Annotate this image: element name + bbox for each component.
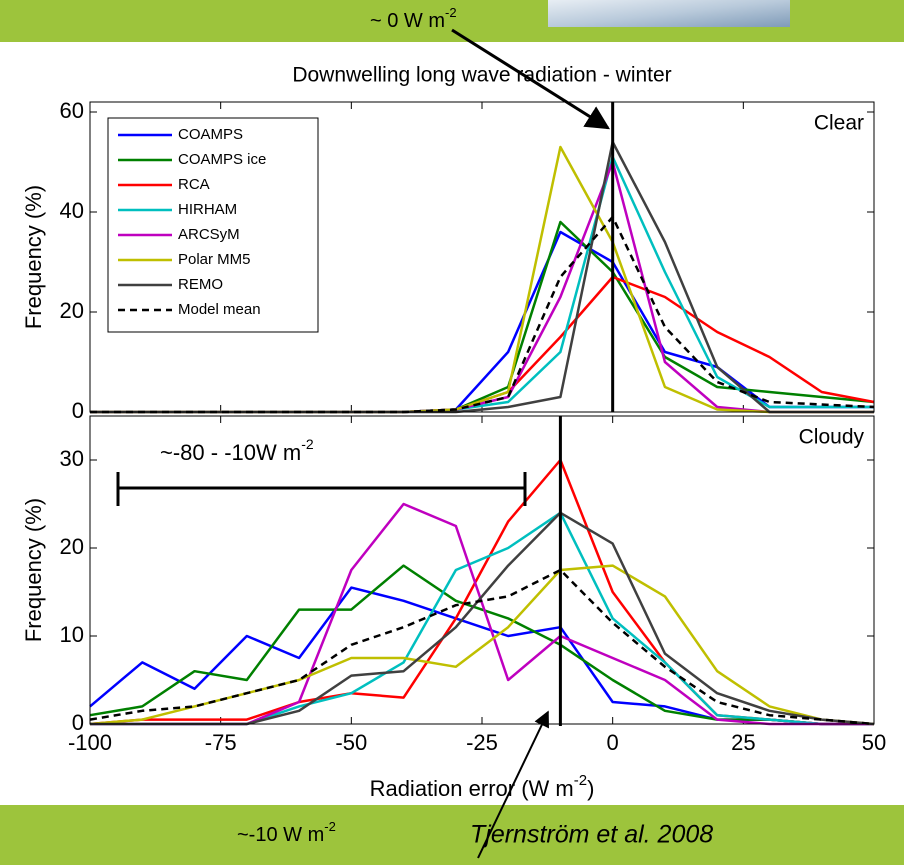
- span-label: ~-80 - -10W m-2: [160, 436, 314, 465]
- y-tick-label: 20: [60, 534, 84, 559]
- x-axis-label-sup: -2: [574, 772, 587, 789]
- legend-label: REMO: [178, 276, 223, 293]
- chart-title: Downwelling long wave radiation - winter: [292, 64, 671, 87]
- y-tick-label: 30: [60, 446, 84, 471]
- y-tick-label: 60: [60, 98, 84, 123]
- y-tick-label: 0: [72, 710, 84, 735]
- series-line: [89, 564, 874, 726]
- panel-label: Cloudy: [799, 426, 865, 449]
- x-tick-label: -50: [335, 730, 367, 755]
- legend-label: Polar MM5: [178, 251, 251, 268]
- arrow: [477, 710, 549, 859]
- legend-label: COAMPS ice: [178, 151, 266, 168]
- y-axis-label: Frequency (%): [21, 498, 46, 642]
- series-line: [90, 215, 875, 414]
- x-tick-label: 0: [607, 730, 619, 755]
- annotation-top: ~ 0 W m-2: [370, 5, 457, 32]
- panel-label: Clear: [814, 112, 864, 135]
- series-line: [89, 568, 875, 726]
- x-axis-label: Radiation error (W m-2): [370, 772, 595, 801]
- legend-label: RCA: [178, 176, 210, 193]
- annotation-sup: -2: [445, 5, 457, 20]
- legend-label: COAMPS: [178, 126, 243, 143]
- y-tick-label: 20: [60, 298, 84, 323]
- axes-frame: [89, 415, 875, 725]
- x-tick-label: -25: [466, 730, 498, 755]
- y-tick-label: 40: [60, 198, 84, 223]
- y-axis-label: Frequency (%): [21, 185, 46, 329]
- span-annotation: ~-80 - -10W m-2: [116, 436, 527, 506]
- annotation-bottom: ~-10 W m-2: [237, 819, 336, 846]
- arrow: [451, 28, 611, 130]
- annotation-text: ~-80 - -10W m: [160, 440, 301, 465]
- legend-label: Model mean: [178, 301, 261, 318]
- annotation-text: ~-10 W m: [237, 824, 324, 846]
- annotation-text: ~ 0 W m: [370, 10, 445, 32]
- y-tick-label: 0: [72, 398, 84, 423]
- plots: Downwelling long wave radiation - winter…: [21, 64, 886, 801]
- citation: Tjernström et al. 2008: [470, 821, 713, 849]
- x-tick-label: -75: [205, 730, 237, 755]
- annotation-sup: -2: [301, 436, 314, 452]
- x-axis-label-after: ): [587, 776, 594, 801]
- legend-box: [107, 117, 319, 333]
- photo: [548, 0, 790, 27]
- x-tick-label: 50: [862, 730, 886, 755]
- legend-label: ARCSyM: [178, 226, 240, 243]
- x-tick-label: 25: [731, 730, 755, 755]
- annotation-sup: -2: [324, 819, 336, 834]
- y-tick-label: 10: [60, 622, 84, 647]
- x-tick-label: -100: [68, 730, 112, 755]
- legend-label: HIRHAM: [178, 201, 237, 218]
- axes-frame: [89, 101, 875, 413]
- x-axis-label-text: Radiation error (W m: [370, 776, 574, 801]
